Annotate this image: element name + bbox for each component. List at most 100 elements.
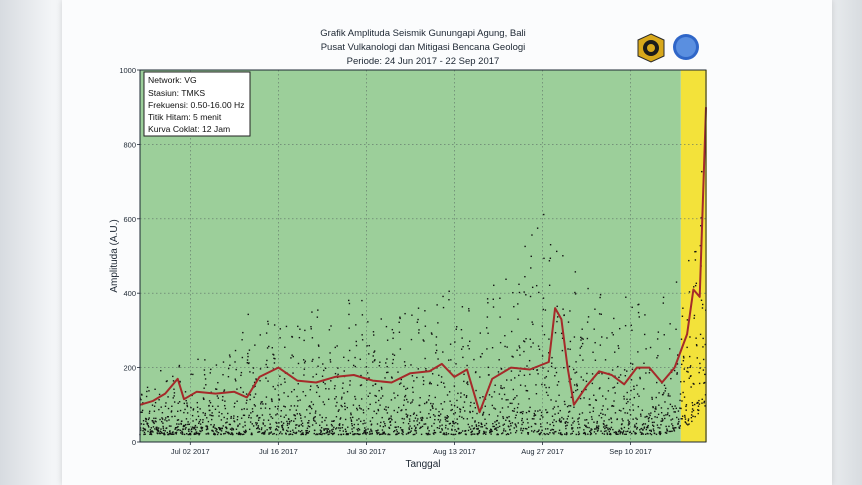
legend-brown-curve: Kurva Coklat: 12 Jam xyxy=(148,124,230,134)
amplitude-point xyxy=(306,427,309,429)
amplitude-point xyxy=(219,429,221,431)
amplitude-point xyxy=(472,410,474,413)
amplitude-point xyxy=(173,433,175,435)
amplitude-point xyxy=(563,400,566,403)
amplitude-point xyxy=(173,392,176,394)
amplitude-point xyxy=(626,370,628,372)
amplitude-point xyxy=(640,433,643,435)
amplitude-point xyxy=(193,433,195,436)
amplitude-point xyxy=(639,413,642,415)
amplitude-point xyxy=(348,349,351,352)
amplitude-point xyxy=(361,314,364,316)
amplitude-point xyxy=(550,429,552,431)
amplitude-point xyxy=(462,345,464,348)
amplitude-point xyxy=(195,433,197,435)
amplitude-point xyxy=(552,408,554,410)
amplitude-point xyxy=(148,390,150,392)
amplitude-point xyxy=(623,369,626,371)
amplitude-point xyxy=(676,416,678,419)
amplitude-point xyxy=(517,403,520,405)
amplitude-point xyxy=(342,382,344,384)
amplitude-point xyxy=(251,423,253,425)
amplitude-point xyxy=(419,427,421,430)
amplitude-point xyxy=(210,414,213,417)
amplitude-point xyxy=(233,406,236,408)
amplitude-point xyxy=(230,433,232,436)
amplitude-point xyxy=(474,421,476,423)
amplitude-point xyxy=(599,294,602,296)
amplitude-point xyxy=(488,413,490,416)
amplitude-point xyxy=(468,310,470,312)
amplitude-point xyxy=(546,411,549,414)
amplitude-point xyxy=(179,380,181,383)
amplitude-point xyxy=(216,431,218,433)
amplitude-point xyxy=(441,408,444,410)
amplitude-point xyxy=(525,338,527,340)
amplitude-point xyxy=(463,401,466,403)
amplitude-point xyxy=(600,430,602,432)
amplitude-point xyxy=(575,389,577,392)
amplitude-point xyxy=(548,386,550,389)
amplitude-point xyxy=(658,404,660,406)
amplitude-point xyxy=(213,432,215,434)
amplitude-point xyxy=(518,347,521,349)
amplitude-point xyxy=(196,406,199,409)
amplitude-point xyxy=(277,426,280,428)
amplitude-point xyxy=(362,423,364,425)
amplitude-point xyxy=(399,348,402,350)
magma-logo xyxy=(673,34,699,60)
amplitude-point xyxy=(575,371,578,373)
amplitude-point xyxy=(310,385,312,387)
amplitude-point xyxy=(274,358,276,360)
amplitude-point xyxy=(646,415,648,418)
amplitude-point xyxy=(664,431,667,434)
amplitude-point xyxy=(220,419,223,421)
amplitude-point xyxy=(585,425,587,427)
amplitude-point xyxy=(320,430,323,432)
amplitude-point xyxy=(334,372,337,375)
amplitude-point xyxy=(402,429,404,431)
amplitude-point xyxy=(697,401,699,404)
amplitude-point xyxy=(681,415,684,417)
amplitude-point xyxy=(488,374,490,376)
amplitude-point xyxy=(372,384,374,387)
amplitude-point xyxy=(287,427,290,429)
amplitude-point xyxy=(602,405,604,407)
amplitude-point xyxy=(322,432,324,435)
amplitude-point xyxy=(611,404,614,407)
amplitude-point xyxy=(369,420,372,422)
x-tick-label: Aug 27 2017 xyxy=(521,447,564,456)
amplitude-point xyxy=(228,432,230,434)
amplitude-point xyxy=(702,346,704,348)
amplitude-point xyxy=(311,337,314,339)
amplitude-point xyxy=(489,431,491,434)
amplitude-point xyxy=(444,427,447,429)
amplitude-point xyxy=(608,430,611,433)
amplitude-point xyxy=(454,412,457,414)
amplitude-point xyxy=(465,396,468,399)
amplitude-point xyxy=(521,423,523,426)
amplitude-point xyxy=(507,433,510,436)
amplitude-point xyxy=(512,356,514,358)
amplitude-point xyxy=(416,376,418,379)
amplitude-point xyxy=(588,426,590,429)
amplitude-point xyxy=(515,430,518,432)
amplitude-point xyxy=(459,408,461,410)
amplitude-point xyxy=(146,422,148,424)
amplitude-point xyxy=(674,405,676,407)
amplitude-point xyxy=(470,401,472,404)
amplitude-point xyxy=(537,410,539,412)
amplitude-point xyxy=(316,385,318,387)
amplitude-point xyxy=(372,331,375,333)
amplitude-point xyxy=(624,374,627,377)
amplitude-point xyxy=(290,391,293,393)
amplitude-point xyxy=(582,359,584,361)
amplitude-point xyxy=(439,419,442,421)
amplitude-point xyxy=(523,291,525,293)
amplitude-point xyxy=(537,345,540,347)
amplitude-point xyxy=(547,352,550,354)
amplitude-point xyxy=(216,433,219,436)
amplitude-point xyxy=(390,417,392,419)
amplitude-point xyxy=(683,380,685,383)
amplitude-point xyxy=(468,340,471,343)
